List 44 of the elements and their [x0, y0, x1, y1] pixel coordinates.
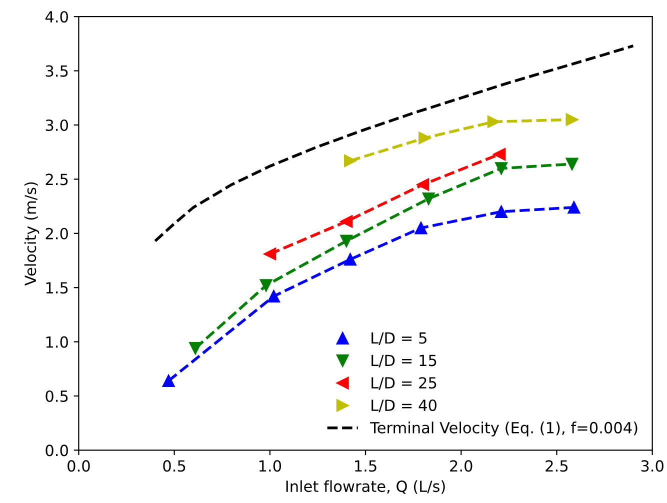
point [267, 290, 280, 303]
legend-label: Terminal Velocity (Eq. (1), f=0.004) [370, 422, 638, 436]
point [162, 374, 175, 388]
point [414, 222, 428, 234]
legend-label: L/D = 25 [372, 377, 436, 390]
x-axis-title: Inlet flowrate, Q (L/s) [286, 480, 445, 494]
x-tick-label: 3.0 [641, 460, 664, 472]
y-axis-title: Velocity (m/s) [24, 182, 40, 286]
legend-label: L/D = 5 [372, 332, 426, 345]
y-tick-label: 4.0 [45, 11, 68, 23]
point [487, 115, 500, 128]
y-tick-label: 1.0 [46, 336, 68, 348]
y-tick-label: 1.5 [46, 282, 68, 294]
x-tick-label: 0.5 [163, 460, 186, 472]
legend-label: L/D = 40 [372, 399, 436, 412]
y-tick-label: 3.5 [46, 65, 68, 77]
point [189, 342, 202, 355]
y-tick-label: 0.5 [46, 390, 68, 402]
point [495, 205, 508, 218]
point [495, 162, 508, 175]
point [340, 234, 353, 248]
point [418, 132, 432, 144]
point [340, 215, 353, 228]
point [422, 192, 435, 205]
y-tick-label: 2.0 [46, 228, 68, 240]
x-tick-label: 1.5 [355, 460, 376, 472]
x-tick-label: 1.0 [259, 460, 282, 472]
point [568, 201, 580, 214]
point [344, 154, 356, 168]
y-tick-label: 0.0 [46, 444, 68, 456]
point [260, 279, 272, 292]
x-tick-label: 0.0 [68, 460, 90, 472]
point [493, 148, 506, 161]
y-tick-label: 3.0 [46, 119, 68, 132]
line-series [154, 44, 635, 242]
point [566, 113, 578, 126]
point [344, 253, 356, 266]
y-tick-label: 2.5 [46, 174, 68, 186]
point [264, 248, 276, 260]
legend-label: L/D = 15 [372, 354, 436, 368]
x-tick-label: 2.5 [546, 460, 568, 472]
point [416, 178, 430, 191]
point [566, 158, 578, 170]
x-tick-label: 2.0 [450, 460, 472, 472]
